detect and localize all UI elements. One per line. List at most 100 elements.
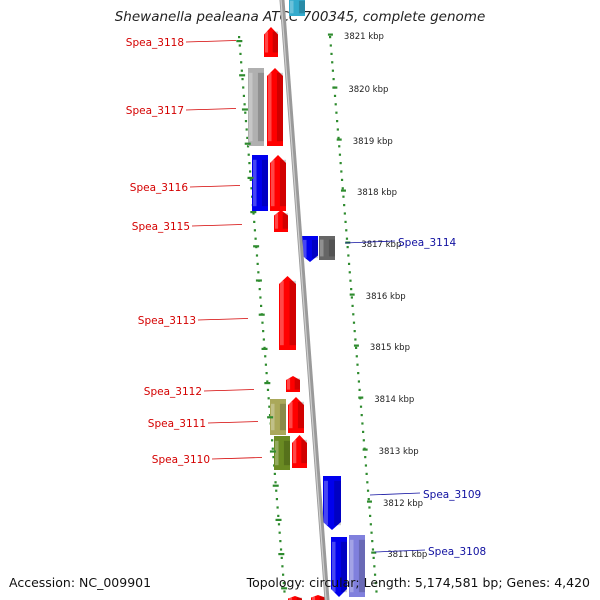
scale-tick bbox=[327, 33, 333, 36]
svg-text:Spea_3115: Spea_3115 bbox=[132, 221, 190, 233]
gene-spea-3110 bbox=[292, 435, 307, 468]
tick-dot bbox=[250, 187, 253, 190]
tick-dot bbox=[336, 128, 339, 131]
tick-dot bbox=[352, 321, 356, 324]
tick-dot bbox=[264, 355, 267, 358]
tick-dot bbox=[262, 338, 265, 341]
tick-dot bbox=[350, 296, 353, 299]
scale-label: 3820 kbp bbox=[348, 85, 388, 95]
gene-label-spea-3112: Spea_3112 bbox=[144, 386, 255, 398]
scale-tick bbox=[250, 211, 257, 214]
tick-dot bbox=[279, 540, 282, 543]
scale-tick bbox=[349, 293, 355, 296]
tick-dot bbox=[238, 36, 241, 39]
tick-dot bbox=[351, 304, 354, 307]
tick-dot bbox=[343, 212, 346, 215]
scale-label: 3817 kbp bbox=[361, 240, 401, 250]
tick-dot bbox=[362, 430, 365, 433]
tick-dot bbox=[247, 153, 250, 156]
tick-dot bbox=[240, 61, 243, 64]
gene-spea-3116 bbox=[270, 155, 286, 211]
gene-label-spea-3109: Spea_3109 bbox=[369, 489, 481, 501]
scale-tick bbox=[371, 551, 377, 554]
tick-dot bbox=[255, 254, 259, 257]
gene-label-spea-3117: Spea_3117 bbox=[126, 105, 237, 117]
tick-dot bbox=[246, 136, 249, 139]
tick-dot bbox=[354, 346, 358, 349]
tick-dot bbox=[331, 69, 335, 72]
tick-dot bbox=[357, 372, 360, 375]
tick-dot bbox=[243, 103, 246, 106]
tick-dot bbox=[257, 271, 260, 274]
scale-label: 3813 kbp bbox=[379, 447, 419, 457]
svg-text:Spea_3110: Spea_3110 bbox=[152, 454, 210, 466]
tick-dot bbox=[375, 590, 378, 593]
svg-text:Spea_3111: Spea_3111 bbox=[148, 418, 206, 430]
gene-spea-3117 bbox=[267, 68, 283, 146]
scale-tick bbox=[247, 176, 254, 179]
tick-dot bbox=[343, 204, 346, 207]
tick-dot bbox=[266, 388, 270, 391]
scale-label: 3819 kbp bbox=[353, 137, 393, 147]
tick-dot bbox=[335, 111, 338, 114]
tick-dot bbox=[332, 78, 335, 81]
tick-dot bbox=[362, 439, 365, 442]
tick-dot bbox=[364, 464, 368, 467]
scale-tick bbox=[258, 313, 265, 316]
tick-dot bbox=[238, 44, 241, 47]
scale-label: 3811 kbp bbox=[387, 550, 427, 560]
gene-label-spea-3116: Spea_3116 bbox=[130, 182, 241, 194]
scale-tick bbox=[255, 279, 262, 282]
scale-tick bbox=[261, 347, 268, 350]
tick-dot bbox=[283, 590, 286, 593]
tick-dot bbox=[373, 573, 377, 576]
tick-dot bbox=[365, 472, 368, 475]
map-title: Shewanella pealeana ATCC 700345, complet… bbox=[114, 9, 486, 25]
tick-dot bbox=[239, 52, 242, 55]
tick-dot bbox=[259, 296, 262, 299]
tick-dot bbox=[275, 489, 278, 492]
scale-label: 3814 kbp bbox=[374, 395, 414, 405]
tick-dot bbox=[266, 380, 269, 383]
scale-tick bbox=[336, 138, 342, 141]
tick-dot bbox=[341, 187, 344, 190]
gene-spea-3118 bbox=[264, 27, 278, 57]
gene-label-spea-3111: Spea_3111 bbox=[148, 418, 259, 430]
gene-spea-3107b-partial bbox=[311, 595, 325, 600]
tick-dot bbox=[330, 52, 333, 55]
tick-dot bbox=[370, 531, 373, 534]
tick-dot bbox=[260, 304, 263, 307]
scale-tick bbox=[244, 142, 251, 145]
gene-spea-3111 bbox=[288, 397, 304, 433]
tick-dot bbox=[339, 162, 342, 165]
scale-tick bbox=[275, 518, 282, 521]
gene-spea-3113 bbox=[279, 276, 296, 350]
scale-tick bbox=[281, 587, 288, 590]
svg-text:Spea_3109: Spea_3109 bbox=[423, 489, 481, 501]
svg-text:Spea_3112: Spea_3112 bbox=[144, 386, 202, 398]
gene-spea-3112 bbox=[286, 376, 300, 392]
tick-dot bbox=[338, 145, 341, 148]
tick-dot bbox=[369, 514, 372, 517]
scale-labels: 3821 kbp 3820 kbp 3819 kbp 3818 kbp 3817 kbp… bbox=[236, 32, 427, 590]
tick-dot bbox=[372, 556, 375, 559]
tick-dot bbox=[373, 565, 376, 568]
tick-dot bbox=[348, 271, 351, 274]
gene-spea-3114 bbox=[302, 236, 318, 262]
scale-tick bbox=[236, 40, 243, 43]
gene-label-spea-3118: Spea_3118 bbox=[126, 37, 237, 49]
scale-label: 3821 kbp bbox=[344, 32, 384, 42]
gene-spea-3107-partial bbox=[288, 596, 302, 600]
tick-dot bbox=[342, 195, 345, 198]
tick-dot bbox=[241, 78, 244, 81]
tick-dot bbox=[277, 514, 280, 517]
tick-dot bbox=[346, 246, 349, 249]
scale-tick bbox=[253, 245, 260, 248]
tick-dot bbox=[371, 540, 374, 543]
tick-dot bbox=[371, 548, 375, 551]
tick-dot bbox=[246, 145, 250, 148]
tick-dot bbox=[244, 120, 248, 123]
tick-dot bbox=[353, 330, 356, 333]
tick-dot bbox=[254, 237, 257, 240]
tick-dot bbox=[368, 506, 371, 509]
